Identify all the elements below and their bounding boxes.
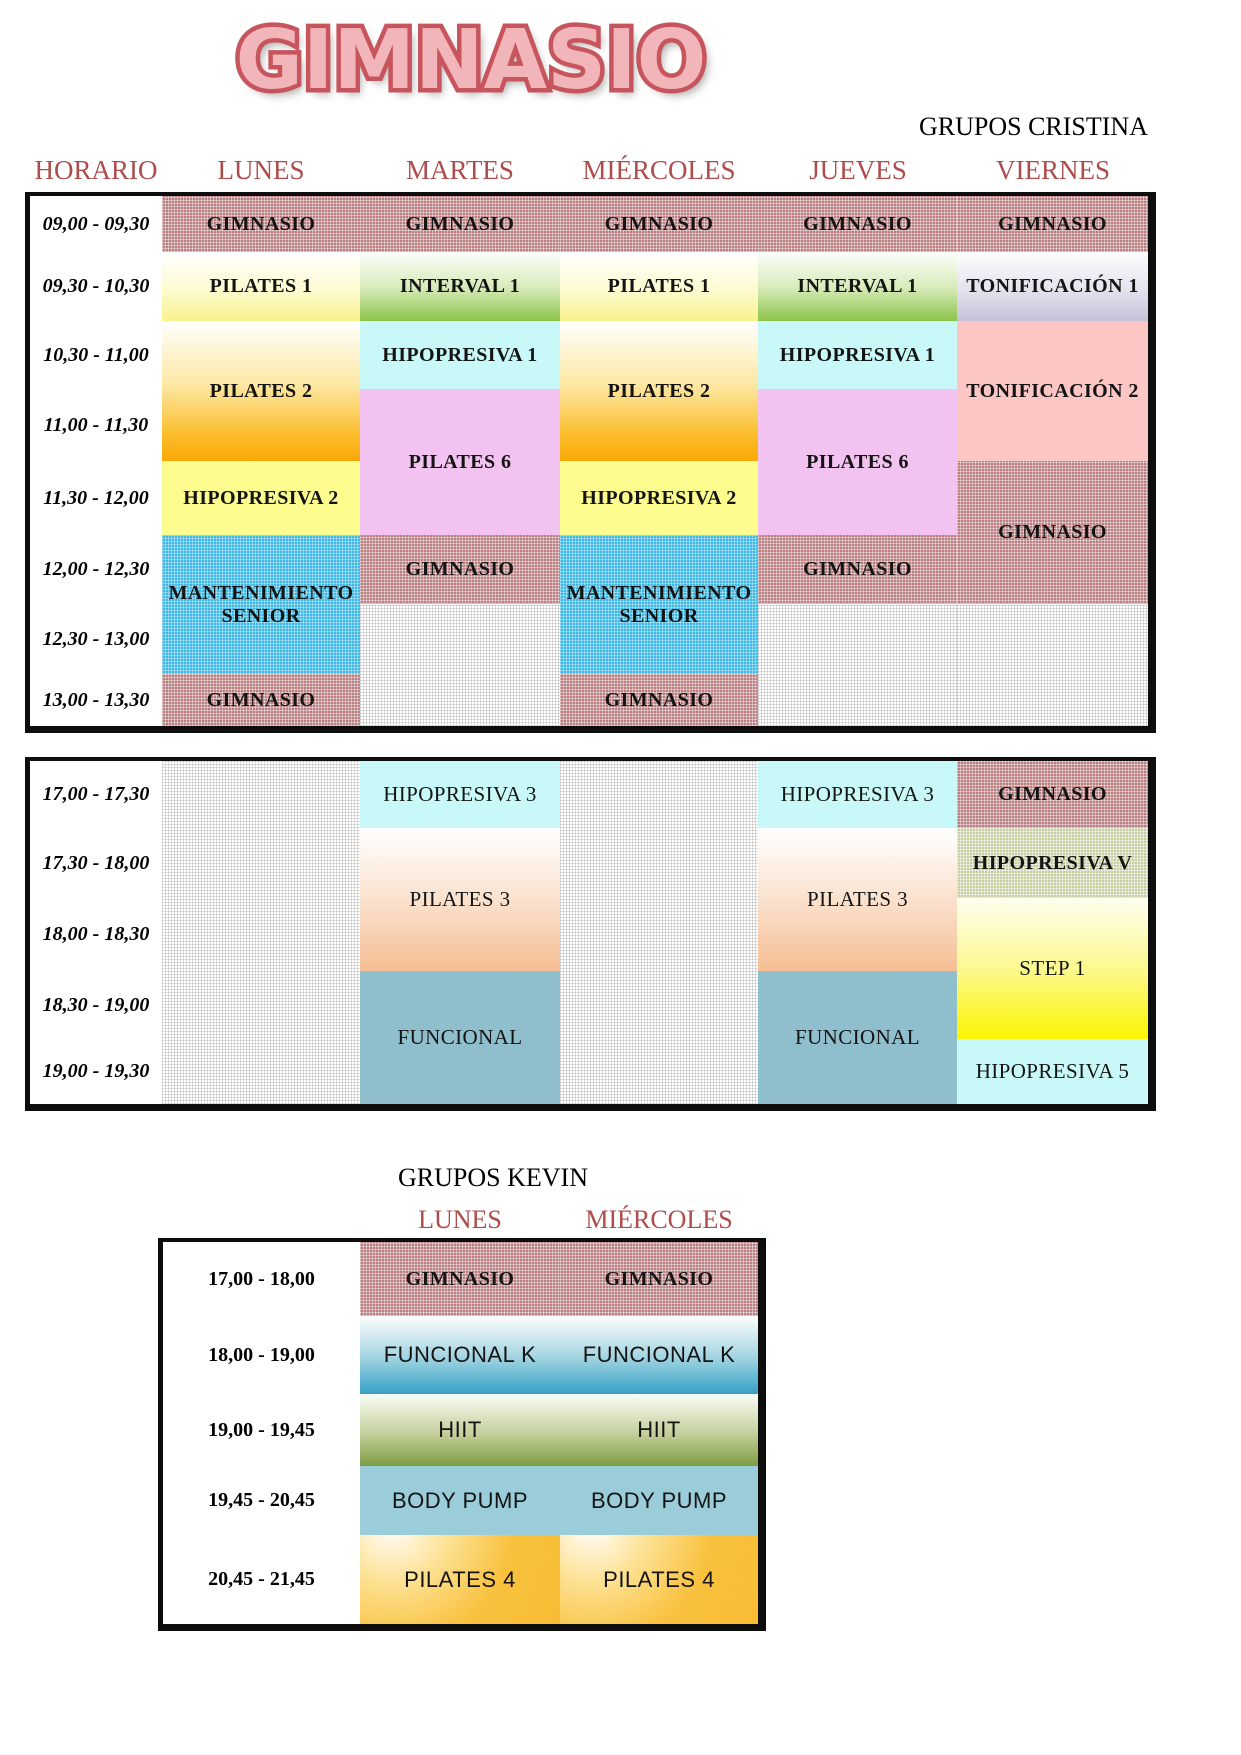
- schedule-cell-interval-1: INTERVAL 1: [360, 252, 560, 321]
- schedule-cell-gimnasio: GIMNASIO: [162, 196, 360, 252]
- cristina-morning-table: 09,00 - 09,30 09,30 - 10,30 10,30 - 11,00 1…: [25, 192, 1156, 733]
- schedule-cell-funcional: FUNCIONAL: [758, 971, 957, 1104]
- empty-cell: [957, 604, 1148, 726]
- schedule-cell-hipopresiva-1: HIPOPRESIVA 1: [758, 321, 957, 389]
- schedule-cell-pilates-4: PILATES 4: [360, 1535, 560, 1624]
- schedule-cell-gimnasio: GIMNASIO: [360, 1242, 560, 1316]
- schedule-cell-pilates-4: PILATES 4: [560, 1535, 758, 1624]
- schedule-cell-body-pump: BODY PUMP: [560, 1466, 758, 1535]
- empty-cell: [162, 761, 360, 1104]
- column-header-lunes: LUNES: [217, 155, 305, 185]
- schedule-cell-hipopresiva-3: HIPOPRESIVA 3: [758, 761, 957, 828]
- schedule-cell-funcional: FUNCIONAL: [360, 971, 560, 1104]
- time-slot-label: 12,30 - 13,00: [42, 627, 150, 650]
- schedule-cell-hiit: HIIT: [560, 1394, 758, 1466]
- schedule-cell-hipopresiva-v: HIPOPRESIVA V: [957, 828, 1148, 898]
- page-title: GIMNASIO GIMNASIO: [231, 11, 711, 110]
- schedule-cell-interval-1: INTERVAL 1: [758, 252, 957, 321]
- schedule-cell-hipopresiva-2: HIPOPRESIVA 2: [560, 461, 758, 535]
- time-slot-label: 11,30 - 12,00: [43, 486, 149, 509]
- time-slot-label: 19,45 - 20,45: [208, 1489, 315, 1511]
- schedule-cell-step-1: STEP 1: [957, 898, 1148, 1039]
- schedule-cell-hipopresiva-1: HIPOPRESIVA 1: [360, 321, 560, 389]
- schedule-cell-gimnasio: GIMNASIO: [957, 761, 1148, 828]
- time-slot-label: 19,00 - 19,45: [208, 1418, 315, 1441]
- column-header-viernes: VIERNES: [996, 155, 1110, 185]
- time-slot-label: 19,00 - 19,30: [42, 1060, 150, 1082]
- schedule-cell-gimnasio: GIMNASIO: [957, 196, 1148, 252]
- time-slot-label: 18,00 - 18,30: [42, 923, 150, 945]
- schedule-cell-gimnasio: GIMNASIO: [360, 535, 560, 604]
- schedule-cell-funcional-k: FUNCIONAL K: [560, 1316, 758, 1394]
- column-header-horario: HORARIO: [34, 155, 158, 185]
- schedule-cell-pilates-3: PILATES 3: [758, 828, 957, 971]
- schedule-cell-gimnasio: GIMNASIO: [162, 674, 360, 726]
- schedule-cell-hipopresiva-5: HIPOPRESIVA 5: [957, 1039, 1148, 1104]
- column-header-jueves: JUEVES: [809, 155, 907, 185]
- schedule-cell-pilates-6: PILATES 6: [360, 389, 560, 535]
- schedule-cell-mantenimiento-senior: MANTENIMIENTO SENIOR: [162, 535, 360, 674]
- column-header-mi-rcoles: MIÉRCOLES: [585, 1205, 733, 1234]
- time-slot-label: 11,00 - 11,30: [43, 413, 149, 436]
- kevin-section-heading: GRUPOS KEVIN: [398, 1163, 588, 1192]
- schedule-cell-tonificaci-n-2: TONIFICACIÓN 2: [957, 321, 1148, 461]
- time-slot-label: 18,30 - 19,00: [42, 993, 150, 1016]
- time-slot-label: 17,00 - 18,00: [208, 1267, 315, 1290]
- schedule-cell-mantenimiento-senior: MANTENIMIENTO SENIOR: [560, 535, 758, 674]
- column-header-mi-rcoles: MIÉRCOLES: [582, 155, 736, 185]
- time-slot-label: 13,00 - 13,30: [42, 688, 150, 711]
- schedule-cell-gimnasio: GIMNASIO: [758, 535, 957, 604]
- empty-cell: [758, 604, 957, 726]
- column-header-martes: MARTES: [406, 155, 514, 185]
- cristina-evening-table: 17,00 - 17,30 17,30 - 18,00 18,00 - 18,30 1…: [25, 757, 1156, 1111]
- schedule-cell-hiit: HIIT: [360, 1394, 560, 1466]
- page-title-outline: GIMNASIO: [231, 11, 711, 110]
- schedule-cell-pilates-1: PILATES 1: [560, 252, 758, 321]
- schedule-cell-gimnasio: GIMNASIO: [957, 461, 1148, 604]
- schedule-cell-gimnasio: GIMNASIO: [360, 196, 560, 252]
- schedule-cell-gimnasio: GIMNASIO: [560, 196, 758, 252]
- time-slot-label: 20,45 - 21,45: [208, 1568, 315, 1590]
- time-slot-label: 09,30 - 10,30: [42, 275, 150, 297]
- time-slot-label: 17,00 - 17,30: [42, 783, 150, 805]
- schedule-cell-hipopresiva-3: HIPOPRESIVA 3: [360, 761, 560, 828]
- time-slot-label: 12,00 - 12,30: [42, 558, 150, 580]
- column-header-lunes: LUNES: [418, 1205, 502, 1234]
- time-slot-label: 18,00 - 19,00: [208, 1343, 315, 1366]
- page-title-text: GIMNASIO: [235, 13, 707, 108]
- schedule-cell-pilates-2: PILATES 2: [162, 321, 360, 461]
- schedule-cell-gimnasio: GIMNASIO: [758, 196, 957, 252]
- time-slot-label: 10,30 - 11,00: [43, 343, 149, 366]
- schedule-cell-pilates-1: PILATES 1: [162, 252, 360, 321]
- schedule-cell-hipopresiva-2: HIPOPRESIVA 2: [162, 461, 360, 535]
- time-slot-label: 17,30 - 18,00: [42, 851, 150, 874]
- schedule-cell-body-pump: BODY PUMP: [360, 1466, 560, 1535]
- schedule-cell-gimnasio: GIMNASIO: [560, 1242, 758, 1316]
- empty-cell: [360, 604, 560, 726]
- schedule-cell-pilates-3: PILATES 3: [360, 828, 560, 971]
- time-slot-label: 09,00 - 09,30: [42, 212, 150, 235]
- schedule-cell-pilates-2: PILATES 2: [560, 321, 758, 461]
- schedule-cell-tonificaci-n-1: TONIFICACIÓN 1: [957, 252, 1148, 321]
- schedule-cell-funcional-k: FUNCIONAL K: [360, 1316, 560, 1394]
- cristina-section-heading: GRUPOS CRISTINA: [919, 112, 1148, 141]
- schedule-cell-pilates-6: PILATES 6: [758, 389, 957, 535]
- empty-cell: [560, 761, 758, 1104]
- schedule-cell-gimnasio: GIMNASIO: [560, 674, 758, 726]
- kevin-table: 17,00 - 18,00 18,00 - 19,00 19,00 - 19,45 1…: [158, 1238, 766, 1631]
